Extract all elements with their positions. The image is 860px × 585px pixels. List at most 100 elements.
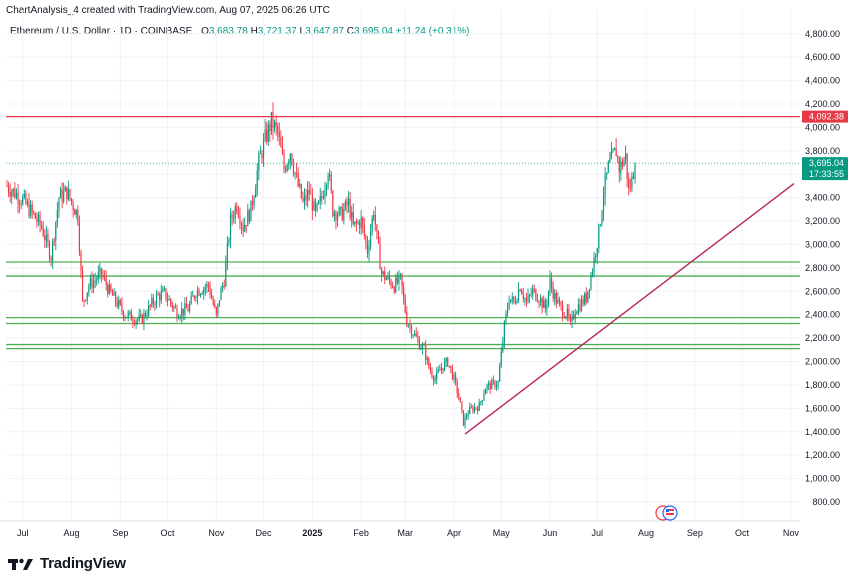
time-tick-label: Jul bbox=[591, 528, 603, 538]
candle-body bbox=[381, 269, 383, 275]
candle-body bbox=[554, 293, 556, 299]
candle-body bbox=[218, 300, 221, 304]
candle-body bbox=[450, 365, 452, 369]
symbol-title[interactable]: Ethereum / U.S. Dollar · 1D · COINBASE bbox=[10, 26, 193, 37]
candle-body bbox=[168, 299, 170, 301]
candle-body bbox=[15, 193, 18, 198]
candle-body bbox=[126, 317, 128, 319]
candle-body bbox=[376, 224, 378, 232]
candle-body bbox=[349, 198, 351, 219]
candle-body bbox=[528, 295, 531, 296]
candle-body bbox=[91, 278, 93, 288]
candle-body bbox=[538, 301, 540, 303]
candle-body bbox=[327, 175, 329, 186]
current-price-badge bbox=[802, 157, 848, 181]
price-tick-label: 3,200.00 bbox=[805, 216, 840, 226]
low-value: 3,647.87 bbox=[305, 26, 345, 37]
candle-body bbox=[248, 210, 250, 222]
chart-grid bbox=[6, 10, 800, 521]
candle-body bbox=[396, 277, 398, 283]
candle-body bbox=[547, 291, 550, 304]
candle-body bbox=[152, 298, 154, 305]
candle-body bbox=[392, 286, 394, 288]
flag-events-icon[interactable] bbox=[655, 505, 678, 521]
candle-body bbox=[69, 189, 71, 199]
candle-body bbox=[166, 299, 169, 301]
candle-body bbox=[371, 217, 373, 232]
candle-body bbox=[222, 285, 224, 289]
candle-body bbox=[330, 174, 332, 191]
time-tick-label: Feb bbox=[353, 528, 369, 538]
candle-body bbox=[431, 371, 433, 377]
candle-body bbox=[590, 274, 592, 290]
tradingview-branding[interactable]: TradingView bbox=[8, 555, 126, 572]
candle-body bbox=[75, 209, 77, 215]
candle-body bbox=[50, 258, 52, 261]
candle-body bbox=[217, 303, 219, 315]
candle-body bbox=[291, 154, 293, 165]
candle-body bbox=[521, 290, 523, 295]
candle-body bbox=[338, 207, 340, 216]
candle-body bbox=[602, 195, 605, 212]
price-axis[interactable]: 800.00 1,000.00 1,200.00 1,400.00 1,600.00 1,… bbox=[805, 29, 840, 507]
time-tick-label: Nov bbox=[783, 528, 800, 538]
candle-body bbox=[100, 268, 103, 275]
candle-body bbox=[159, 294, 161, 301]
time-axis[interactable]: Jul Aug Sep Oct Nov Dec 2025 Feb Mar Apr May Jun Jul… bbox=[17, 528, 799, 538]
candle-body bbox=[52, 240, 54, 261]
candlestick-series bbox=[6, 102, 636, 429]
close-value: 3,695.04 bbox=[354, 26, 393, 37]
candle-body bbox=[500, 351, 502, 367]
candle-body bbox=[344, 200, 347, 210]
candle-body bbox=[459, 397, 461, 403]
candle-body bbox=[170, 299, 172, 304]
price-tick-label: 1,400.00 bbox=[805, 427, 840, 437]
candle-body bbox=[374, 215, 376, 225]
candle-body bbox=[297, 173, 299, 186]
candle-body bbox=[22, 196, 24, 205]
candle-body bbox=[78, 221, 81, 253]
candle-body bbox=[74, 209, 76, 215]
candle-body bbox=[294, 172, 296, 174]
candle-body bbox=[188, 303, 191, 312]
candle-body bbox=[209, 285, 211, 296]
candle-body bbox=[96, 279, 98, 281]
candle-body bbox=[565, 316, 567, 318]
candle-body bbox=[580, 299, 583, 311]
candle-body bbox=[245, 225, 247, 227]
candle-body bbox=[373, 215, 375, 218]
time-tick-label: 2025 bbox=[302, 528, 322, 538]
candle-body bbox=[129, 311, 131, 313]
candle-body bbox=[266, 129, 268, 142]
candle-body bbox=[555, 293, 557, 304]
candle-body bbox=[571, 315, 573, 322]
candle-body bbox=[157, 293, 159, 295]
candle-body bbox=[346, 200, 348, 206]
candle-body bbox=[127, 312, 129, 318]
close-label: C bbox=[346, 26, 355, 37]
candle-body bbox=[543, 300, 545, 308]
candle-body bbox=[162, 289, 164, 292]
price-tick-label: 2,600.00 bbox=[805, 286, 840, 296]
candle-body bbox=[454, 374, 457, 382]
candle-body bbox=[440, 367, 443, 371]
candle-body bbox=[414, 333, 416, 336]
candle-body bbox=[151, 298, 153, 306]
candle-body bbox=[267, 124, 269, 142]
time-tick-label: Oct bbox=[161, 528, 176, 538]
price-tick-label: 3,800.00 bbox=[805, 146, 840, 156]
candle-body bbox=[17, 193, 19, 204]
time-tick-label: Jun bbox=[543, 528, 558, 538]
candle-body bbox=[417, 336, 419, 340]
candle-body bbox=[502, 341, 504, 352]
candle-body bbox=[264, 129, 266, 140]
candle-body bbox=[220, 288, 222, 301]
candle-body bbox=[508, 302, 510, 309]
candle-body bbox=[436, 371, 438, 380]
candle-body bbox=[511, 296, 513, 300]
candle-body bbox=[610, 151, 613, 160]
candle-body bbox=[573, 315, 575, 319]
candle-body bbox=[239, 216, 241, 224]
candle-body bbox=[473, 407, 476, 412]
